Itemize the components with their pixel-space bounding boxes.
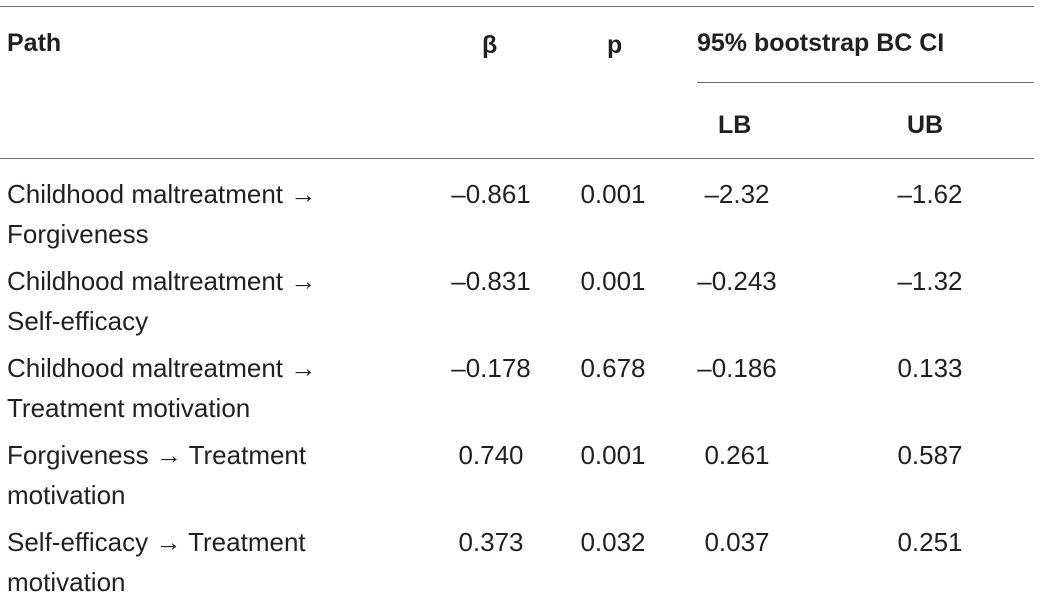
lb-cell: –0.243 [697, 266, 777, 296]
top-rule [0, 6, 1034, 7]
p-cell: 0.678 [580, 353, 646, 383]
lb-cell: –0.186 [697, 353, 777, 383]
path-line: motivation [7, 567, 126, 597]
header-beta: β [482, 31, 498, 59]
beta-cell: 0.740 [458, 440, 524, 470]
header-p: p [607, 31, 623, 59]
path-line: Forgiveness → Treatment [7, 440, 307, 470]
lb-cell: 0.261 [704, 440, 770, 470]
ub-cell: 0.251 [897, 527, 963, 557]
path-line: Treatment motivation [7, 393, 251, 423]
p-cell: 0.001 [580, 440, 646, 470]
ci-group-rule [697, 82, 1034, 83]
header-ub: UB [907, 111, 944, 139]
path-line: Childhood maltreatment → [7, 179, 317, 209]
path-line: motivation [7, 480, 126, 510]
path-cell: Childhood maltreatment → Self-efficacy [7, 261, 427, 341]
path-line: Childhood maltreatment → [7, 353, 317, 383]
beta-cell: –0.831 [451, 266, 531, 296]
path-cell: Childhood maltreatment → Treatment motiv… [7, 348, 427, 428]
ub-cell: 0.587 [897, 440, 963, 470]
p-cell: 0.001 [580, 179, 646, 209]
ub-cell: 0.133 [897, 353, 963, 383]
beta-cell: –0.178 [451, 353, 531, 383]
ub-cell: –1.62 [897, 179, 963, 209]
header-rule [0, 158, 1034, 159]
header-ci-group: 95% bootstrap BC CI [697, 29, 945, 57]
path-line: Forgiveness [7, 219, 149, 249]
path-cell: Childhood maltreatment → Forgiveness [7, 174, 427, 254]
ub-cell: –1.32 [897, 266, 963, 296]
p-cell: 0.001 [580, 266, 646, 296]
beta-cell: –0.861 [451, 179, 531, 209]
p-cell: 0.032 [580, 527, 646, 557]
path-cell: Forgiveness → Treatment motivation [7, 435, 427, 515]
path-line: Self-efficacy [7, 306, 149, 336]
path-line: Self-efficacy → Treatment [7, 527, 306, 557]
beta-cell: 0.373 [458, 527, 524, 557]
lb-cell: 0.037 [704, 527, 770, 557]
header-path: Path [7, 29, 62, 57]
path-line: Childhood maltreatment → [7, 266, 317, 296]
header-lb: LB [718, 111, 752, 139]
path-cell: Self-efficacy → Treatment motivation [7, 522, 427, 602]
lb-cell: –2.32 [704, 179, 770, 209]
